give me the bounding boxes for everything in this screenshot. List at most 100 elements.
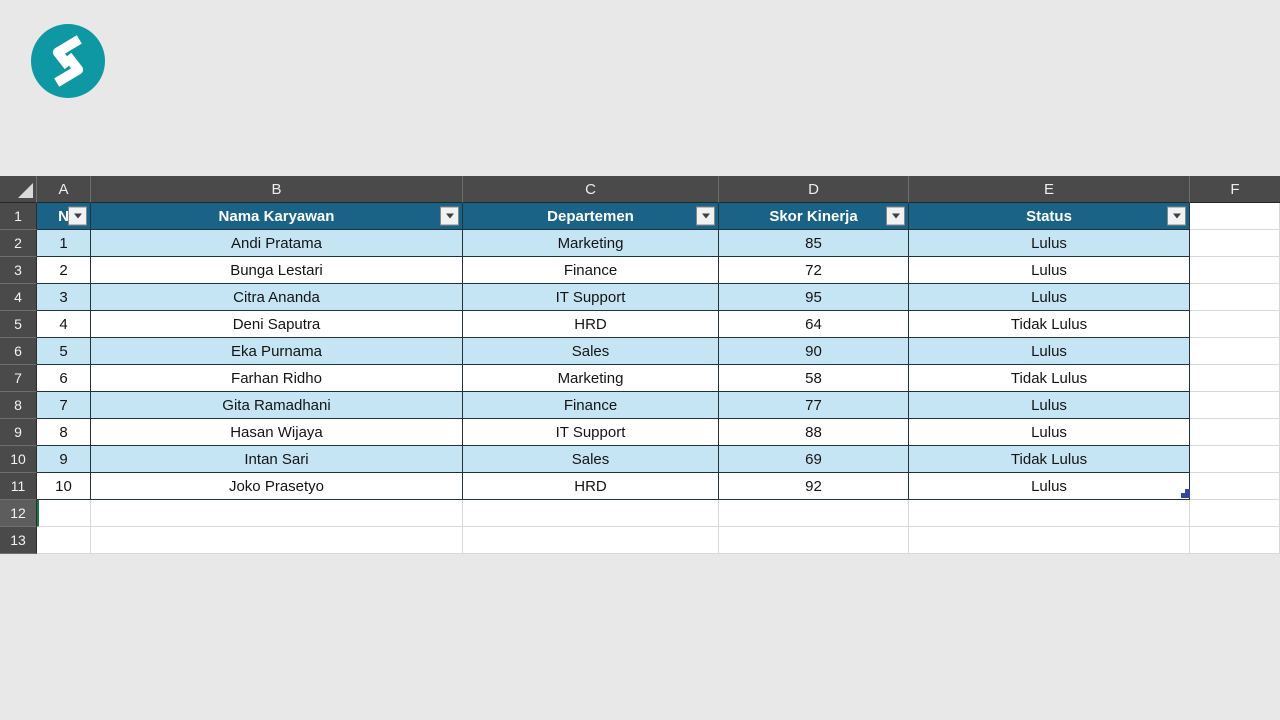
cell-D5[interactable]: 64 bbox=[719, 311, 909, 338]
filter-button-no[interactable] bbox=[68, 206, 87, 226]
row-header-1[interactable]: 1 bbox=[0, 203, 37, 230]
cell-D7[interactable]: 58 bbox=[719, 365, 909, 392]
cell-C7[interactable]: Marketing bbox=[463, 365, 719, 392]
table-resize-handle[interactable] bbox=[1181, 489, 1190, 498]
cell-B10[interactable]: Intan Sari bbox=[91, 446, 463, 473]
cell-E12[interactable] bbox=[909, 500, 1190, 527]
cell-C11[interactable]: HRD bbox=[463, 473, 719, 500]
cell-B11[interactable]: Joko Prasetyo bbox=[91, 473, 463, 500]
row-header-5[interactable]: 5 bbox=[0, 311, 37, 338]
cell-A2[interactable]: 1 bbox=[37, 230, 91, 257]
cell-A9[interactable]: 8 bbox=[37, 419, 91, 446]
row-header-12[interactable]: 12 bbox=[0, 500, 37, 527]
cell-F8[interactable] bbox=[1190, 392, 1280, 419]
cell-B5[interactable]: Deni Saputra bbox=[91, 311, 463, 338]
cell-C9[interactable]: IT Support bbox=[463, 419, 719, 446]
column-header-E[interactable]: E bbox=[909, 176, 1190, 203]
cell-A11[interactable]: 10 bbox=[37, 473, 91, 500]
column-header-C[interactable]: C bbox=[463, 176, 719, 203]
row-header-7[interactable]: 7 bbox=[0, 365, 37, 392]
cell-D6[interactable]: 90 bbox=[719, 338, 909, 365]
cell-F11[interactable] bbox=[1190, 473, 1280, 500]
cell-B12[interactable] bbox=[91, 500, 463, 527]
cell-C13[interactable] bbox=[463, 527, 719, 554]
cell-A4[interactable]: 3 bbox=[37, 284, 91, 311]
cell-B6[interactable]: Eka Purnama bbox=[91, 338, 463, 365]
row-header-8[interactable]: 8 bbox=[0, 392, 37, 419]
cell-D10[interactable]: 69 bbox=[719, 446, 909, 473]
cell-A13[interactable] bbox=[37, 527, 91, 554]
cell-B4[interactable]: Citra Ananda bbox=[91, 284, 463, 311]
cell-E2[interactable]: Lulus bbox=[909, 230, 1190, 257]
cell-E10[interactable]: Tidak Lulus bbox=[909, 446, 1190, 473]
cell-F5[interactable] bbox=[1190, 311, 1280, 338]
row-header-9[interactable]: 9 bbox=[0, 419, 37, 446]
cell-F2[interactable] bbox=[1190, 230, 1280, 257]
cell-D13[interactable] bbox=[719, 527, 909, 554]
cell-E4[interactable]: Lulus bbox=[909, 284, 1190, 311]
cell-F4[interactable] bbox=[1190, 284, 1280, 311]
cell-E11[interactable]: Lulus bbox=[909, 473, 1190, 500]
cell-A8[interactable]: 7 bbox=[37, 392, 91, 419]
filter-button-nama[interactable] bbox=[440, 206, 459, 226]
cell-D3[interactable]: 72 bbox=[719, 257, 909, 284]
filter-button-departemen[interactable] bbox=[696, 206, 715, 226]
cell-C2[interactable]: Marketing bbox=[463, 230, 719, 257]
cell-F9[interactable] bbox=[1190, 419, 1280, 446]
cell-D4[interactable]: 95 bbox=[719, 284, 909, 311]
column-header-B[interactable]: B bbox=[91, 176, 463, 203]
cell-A3[interactable]: 2 bbox=[37, 257, 91, 284]
cell-A12[interactable] bbox=[37, 500, 91, 527]
cell-F10[interactable] bbox=[1190, 446, 1280, 473]
select-all-button[interactable] bbox=[0, 176, 37, 203]
row-header-6[interactable]: 6 bbox=[0, 338, 37, 365]
cell-B9[interactable]: Hasan Wijaya bbox=[91, 419, 463, 446]
cell-F1[interactable] bbox=[1190, 203, 1280, 230]
cell-F6[interactable] bbox=[1190, 338, 1280, 365]
cell-C8[interactable]: Finance bbox=[463, 392, 719, 419]
cell-D12[interactable] bbox=[719, 500, 909, 527]
filter-button-skor[interactable] bbox=[886, 206, 905, 226]
cell-C3[interactable]: Finance bbox=[463, 257, 719, 284]
cell-E13[interactable] bbox=[909, 527, 1190, 554]
column-header-D[interactable]: D bbox=[719, 176, 909, 203]
cell-B2[interactable]: Andi Pratama bbox=[91, 230, 463, 257]
filter-button-status[interactable] bbox=[1167, 206, 1186, 226]
row-header-13[interactable]: 13 bbox=[0, 527, 37, 554]
cell-E3[interactable]: Lulus bbox=[909, 257, 1190, 284]
filter-dropdown-arrow-icon bbox=[891, 213, 900, 219]
row-header-4[interactable]: 4 bbox=[0, 284, 37, 311]
cell-C12[interactable] bbox=[463, 500, 719, 527]
column-header-F[interactable]: F bbox=[1190, 176, 1280, 203]
cell-F12[interactable] bbox=[1190, 500, 1280, 527]
cell-A6[interactable]: 5 bbox=[37, 338, 91, 365]
cell-B7[interactable]: Farhan Ridho bbox=[91, 365, 463, 392]
cell-C4[interactable]: IT Support bbox=[463, 284, 719, 311]
cell-D2[interactable]: 85 bbox=[719, 230, 909, 257]
cell-F7[interactable] bbox=[1190, 365, 1280, 392]
cell-B8[interactable]: Gita Ramadhani bbox=[91, 392, 463, 419]
row-header-11[interactable]: 11 bbox=[0, 473, 37, 500]
cell-D9[interactable]: 88 bbox=[719, 419, 909, 446]
column-header-A[interactable]: A bbox=[37, 176, 91, 203]
row-header-2[interactable]: 2 bbox=[0, 230, 37, 257]
row-header-3[interactable]: 3 bbox=[0, 257, 37, 284]
row-header-10[interactable]: 10 bbox=[0, 446, 37, 473]
cell-F13[interactable] bbox=[1190, 527, 1280, 554]
cell-B3[interactable]: Bunga Lestari bbox=[91, 257, 463, 284]
cell-A10[interactable]: 9 bbox=[37, 446, 91, 473]
cell-A7[interactable]: 6 bbox=[37, 365, 91, 392]
cell-C10[interactable]: Sales bbox=[463, 446, 719, 473]
cell-E5[interactable]: Tidak Lulus bbox=[909, 311, 1190, 338]
cell-E7[interactable]: Tidak Lulus bbox=[909, 365, 1190, 392]
cell-F3[interactable] bbox=[1190, 257, 1280, 284]
cell-E9[interactable]: Lulus bbox=[909, 419, 1190, 446]
cell-B13[interactable] bbox=[91, 527, 463, 554]
cell-A5[interactable]: 4 bbox=[37, 311, 91, 338]
cell-D11[interactable]: 92 bbox=[719, 473, 909, 500]
cell-E8[interactable]: Lulus bbox=[909, 392, 1190, 419]
cell-E6[interactable]: Lulus bbox=[909, 338, 1190, 365]
cell-D8[interactable]: 77 bbox=[719, 392, 909, 419]
cell-C5[interactable]: HRD bbox=[463, 311, 719, 338]
cell-C6[interactable]: Sales bbox=[463, 338, 719, 365]
